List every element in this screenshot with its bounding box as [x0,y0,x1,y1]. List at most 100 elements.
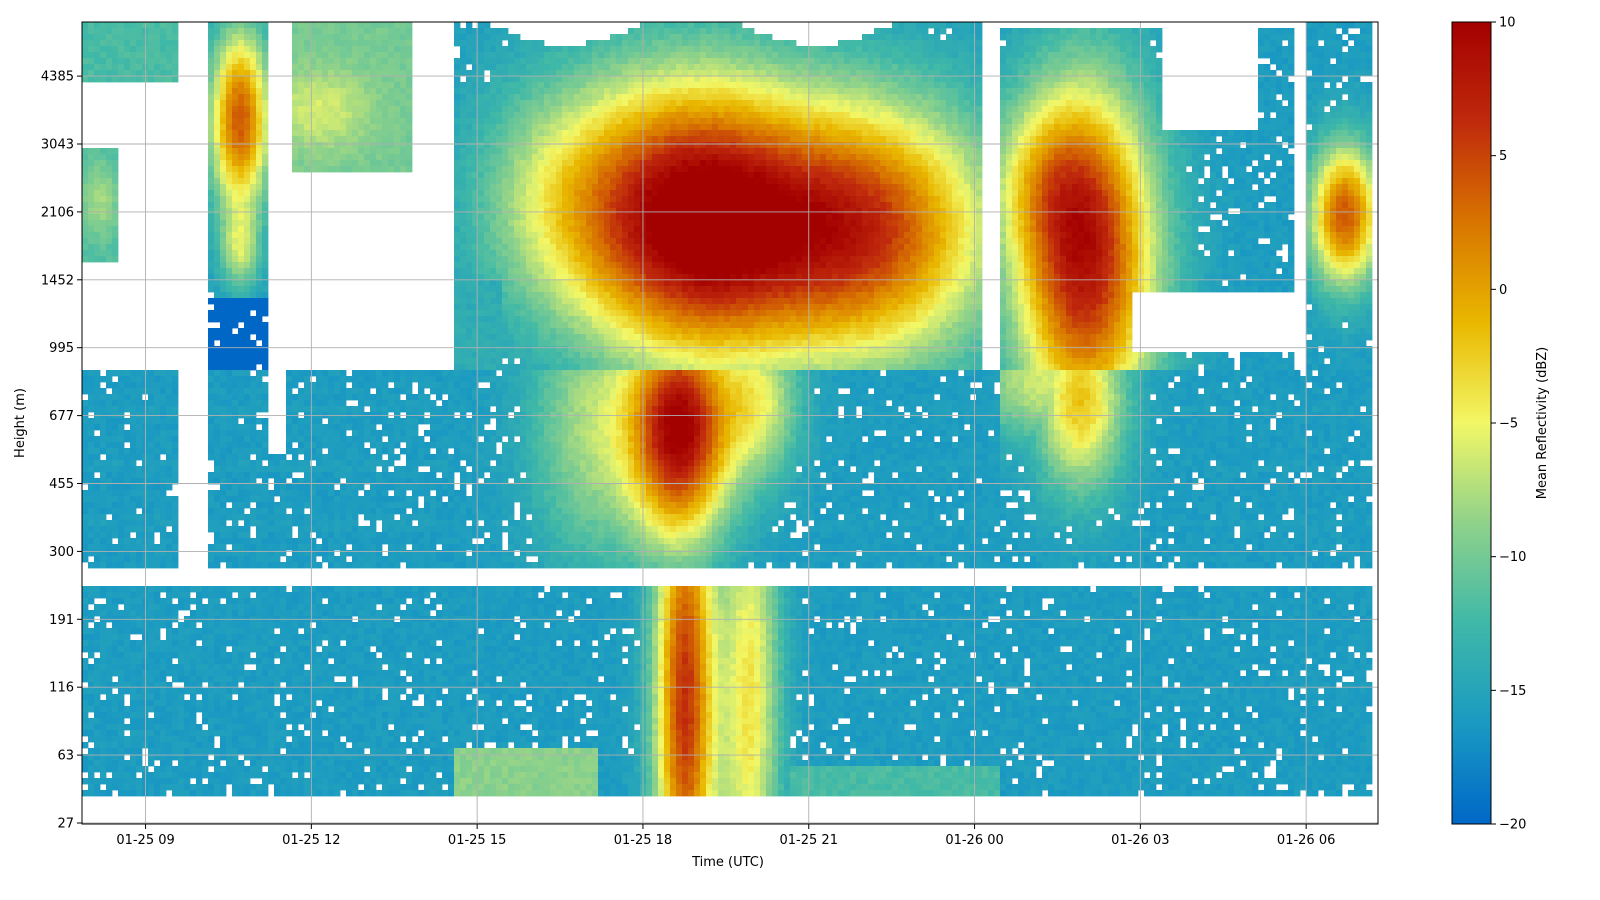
heatmap-cell [1336,178,1343,185]
heatmap-cell [388,58,395,65]
heatmap-cell [304,88,311,95]
heatmap-cell [922,100,929,107]
heatmap-cell [736,76,743,83]
heatmap-cell [922,52,929,59]
heatmap-cell [1324,184,1331,191]
heatmap-cell [472,34,479,41]
heatmap-cell [832,172,839,179]
heatmap-cell [256,40,263,47]
heatmap-cell [880,52,887,59]
heatmap-cell [1342,130,1349,137]
heatmap-cell [1132,82,1139,89]
heatmap-cell [760,196,767,203]
heatmap-cell [622,106,629,113]
heatmap-cell [754,76,761,83]
heatmap-cell [916,160,923,167]
heatmap-cell [388,70,395,77]
heatmap-cell [364,142,371,149]
heatmap-cell [1126,112,1133,119]
heatmap-cell [934,112,941,119]
heatmap-cell [214,28,221,35]
heatmap-cell [262,34,269,41]
heatmap-cell [322,52,329,59]
heatmap-cell [1012,52,1019,59]
heatmap-cell [760,184,767,191]
heatmap-cell [334,52,341,59]
heatmap-cell [748,130,755,137]
heatmap-cell [718,88,725,95]
heatmap-cell [610,142,617,149]
heatmap-cell [556,88,563,95]
heatmap-cell [1144,148,1151,155]
heatmap-cell [1066,130,1073,137]
heatmap-cell [1258,46,1265,53]
heatmap-cell [886,172,893,179]
heatmap-cell [742,58,749,65]
heatmap-cell [382,124,389,131]
heatmap-cell [532,82,539,89]
heatmap-cell [826,100,833,107]
heatmap-cell [628,28,635,35]
heatmap-cell [892,196,899,203]
heatmap-cell [574,148,581,155]
heatmap-cell [598,100,605,107]
heatmap-cell [604,172,611,179]
heatmap-cell [922,22,929,29]
heatmap-cell [634,94,641,101]
heatmap-cell [676,160,683,167]
heatmap-cell [730,124,737,131]
heatmap-cell [598,46,605,53]
heatmap-cell [688,184,695,191]
heatmap-cell [958,100,965,107]
heatmap-cell [358,34,365,41]
heatmap-cell [1042,184,1049,191]
heatmap-cell [670,124,677,131]
heatmap-cell [1096,76,1103,83]
heatmap-cell [358,124,365,131]
heatmap-cell [838,196,845,203]
heatmap-cell [874,76,881,83]
heatmap-cell [292,124,299,131]
heatmap-cell [388,148,395,155]
heatmap-cell [628,190,635,197]
heatmap-cell [1240,166,1247,173]
heatmap-cell [310,106,317,113]
heatmap-cell [910,100,917,107]
heatmap-cell [1162,184,1169,191]
heatmap-cell [214,148,221,155]
heatmap-cell [1288,100,1295,107]
heatmap-cell [1114,190,1121,197]
heatmap-cell [1276,166,1283,173]
heatmap-cell [256,160,263,167]
heatmap-cell [340,76,347,83]
heatmap-cell [838,118,845,125]
heatmap-cell [616,70,623,77]
heatmap-cell [376,106,383,113]
heatmap-cell [958,46,965,53]
heatmap-cell [214,142,221,149]
heatmap-cell [730,100,737,107]
heatmap-cell [82,178,89,185]
heatmap-cell [106,58,113,65]
heatmap-cell [316,160,323,167]
heatmap-cell [1342,184,1349,191]
heatmap-cell [1036,94,1043,101]
heatmap-cell [1078,178,1085,185]
heatmap-cell [322,142,329,149]
heatmap-cell [1072,40,1079,47]
heatmap-cell [1030,82,1037,89]
heatmap-cell [934,40,941,47]
heatmap-cell [364,52,371,59]
heatmap-cell [724,22,731,29]
heatmap-cell [214,52,221,59]
heatmap-cell [100,22,107,29]
heatmap-cell [1012,178,1019,185]
heatmap-cell [148,76,155,83]
heatmap-cell [1354,118,1361,125]
heatmap-cell [376,124,383,131]
heatmap-cell [1258,34,1265,41]
heatmap-cell [304,154,311,161]
heatmap-cell [754,118,761,125]
heatmap-cell [106,40,113,47]
heatmap-cell [1096,94,1103,101]
